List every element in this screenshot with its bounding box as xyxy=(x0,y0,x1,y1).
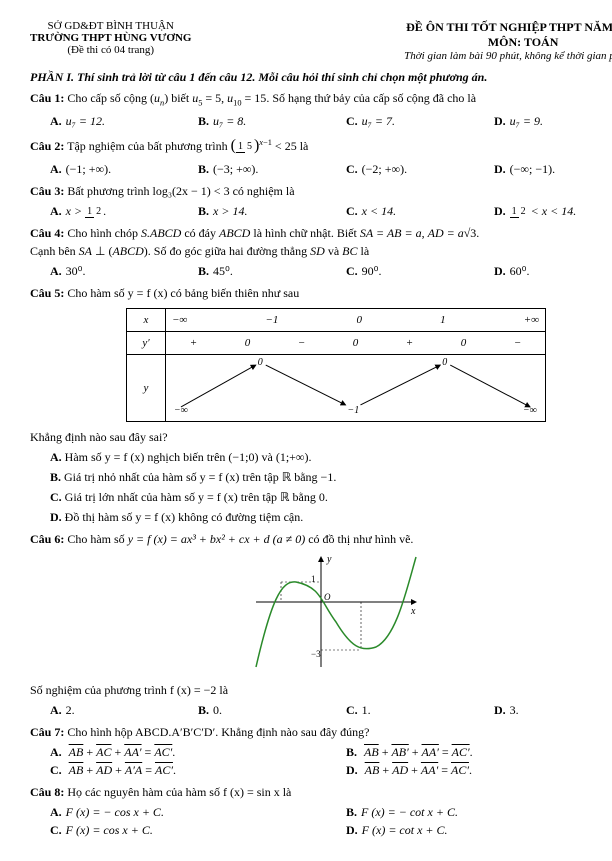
q7-opt-c: C. AB + AD + A′A = AC′. xyxy=(50,761,346,779)
q4-opt-d: D.60⁰. xyxy=(494,262,612,280)
q8-options: A.F (x) = − cos x + C. B.F (x) = − cot x… xyxy=(50,803,612,839)
q6-opt-c: C.1. xyxy=(346,701,494,719)
q7-options: A. AB + AC + AA′ = AC′. B. AB + AB′ + AA… xyxy=(50,743,612,779)
question-7: Câu 7: Cho hình hộp ABCD.A′B′C′D′. Khẳng… xyxy=(30,723,612,779)
bvt-mid: −1 xyxy=(348,405,360,415)
variation-arrows: −∞ 0 −1 0 −∞ xyxy=(166,355,545,415)
question-1: Câu 1: Cho cấp số cộng (un) biết u5 = 5,… xyxy=(30,89,612,130)
q1-label: Câu 1: xyxy=(30,91,64,105)
bvt-row-x: x −∞ −1 0 1 +∞ xyxy=(127,309,546,332)
q7-text: Cho hình hộp ABCD.A′B′C′D′. Khẳng định n… xyxy=(67,725,369,739)
q2-text: Tập nghiệm của bất phương trình (15)x−1 … xyxy=(67,139,308,153)
q5-opt-a: A. Hàm số y = f (x) nghịch biến trên (−1… xyxy=(50,448,612,466)
exam-title: ĐỀ ÔN THI TỐT NGHIỆP THPT NĂM 2025 xyxy=(404,20,612,35)
bvt-ninf-left: −∞ xyxy=(174,405,188,415)
svg-text:−3: −3 xyxy=(311,649,321,659)
q5-text: Cho hàm số y = f (x) có bảng biến thiên … xyxy=(67,286,299,300)
school-line: TRƯỜNG THPT HÙNG VƯƠNG xyxy=(30,32,191,44)
q3-label: Câu 3: xyxy=(30,184,64,198)
q6-opt-d: D.3. xyxy=(494,701,612,719)
header-left: SỞ GD&ĐT BÌNH THUẬN TRƯỜNG THPT HÙNG VƯƠ… xyxy=(30,20,191,62)
duration: Thời gian làm bài 90 phút, không kể thời… xyxy=(404,50,612,62)
q1-opt-d: D.u₇ = 9. xyxy=(494,112,612,130)
q3-text: Bất phương trình log₃(2x − 1) < 3 có ngh… xyxy=(67,184,294,198)
q6-after: Số nghiệm của phương trình f (x) = −2 là xyxy=(30,681,612,699)
q3-options: A.x > 12. B.x > 14. C.x < 14. D.12 < x <… xyxy=(50,202,612,220)
q3-opt-a: A.x > 12. xyxy=(50,202,198,220)
q6-graph: x y O 1 −3 xyxy=(30,552,612,677)
q4-opt-c: C.90⁰. xyxy=(346,262,494,280)
pages-line: (Đề thi có 04 trang) xyxy=(30,44,191,56)
question-5: Câu 5: Cho hàm số y = f (x) có bảng biến… xyxy=(30,284,612,526)
q6-opt-a: A.2. xyxy=(50,701,198,719)
svg-text:y: y xyxy=(326,554,332,565)
q3-opt-b: B.x > 14. xyxy=(198,202,346,220)
question-3: Câu 3: Bất phương trình log₃(2x − 1) < 3… xyxy=(30,182,612,220)
q5-opt-c: C. Giá trị lớn nhất của hàm số y = f (x)… xyxy=(50,488,612,506)
bvt-ninf-right: −∞ xyxy=(523,405,537,415)
q6-text: Cho hàm số y = f (x) = ax³ + bx² + cx + … xyxy=(67,532,413,546)
question-4: Câu 4: Cho hình chóp S.ABCD có đáy ABCD … xyxy=(30,224,612,280)
q2-opt-c: C.(−2; +∞). xyxy=(346,160,494,178)
q8-label: Câu 8: xyxy=(30,785,64,799)
q5-after: Khẳng định nào sau đây sai? xyxy=(30,428,612,446)
q1-opt-c: C.u₇ = 7. xyxy=(346,112,494,130)
q4-opt-b: B.45⁰. xyxy=(198,262,346,280)
q7-opt-a: A. AB + AC + AA′ = AC′. xyxy=(50,743,346,761)
svg-text:1: 1 xyxy=(311,574,316,584)
q5-opt-d: D. Đồ thị hàm số y = f (x) không có đườn… xyxy=(50,508,612,526)
question-8: Câu 8: Họ các nguyên hàm của hàm số f (x… xyxy=(30,783,612,839)
svg-text:O: O xyxy=(324,592,331,602)
bvt-row-y: y −∞ 0 −1 0 −∞ xyxy=(127,355,546,422)
q5-opt-b: B. Giá trị nhỏ nhất của hàm số y = f (x)… xyxy=(50,468,612,486)
bvt-top-left: 0 xyxy=(258,357,263,368)
q2-opt-a: A.(−1; +∞). xyxy=(50,160,198,178)
cubic-graph: x y O 1 −3 xyxy=(251,552,421,672)
subject: MÔN: TOÁN xyxy=(404,35,612,50)
q2-opt-d: D.(−∞; −1). xyxy=(494,160,612,178)
q3-opt-d: D.12 < x < 14. xyxy=(494,202,612,220)
page-header: SỞ GD&ĐT BÌNH THUẬN TRƯỜNG THPT HÙNG VƯƠ… xyxy=(30,20,612,62)
svg-text:x: x xyxy=(410,606,416,617)
q8-opt-c: C.F (x) = cos x + C. xyxy=(50,821,346,839)
q4-label: Câu 4: xyxy=(30,226,64,240)
q5-label: Câu 5: xyxy=(30,286,64,300)
dept-line: SỞ GD&ĐT BÌNH THUẬN xyxy=(30,20,191,32)
q4-opt-a: A.30⁰. xyxy=(50,262,198,280)
question-6: Câu 6: Cho hàm số y = f (x) = ax³ + bx² … xyxy=(30,530,612,719)
q7-opt-b: B. AB + AB′ + AA′ = AC′. xyxy=(346,743,612,761)
q7-label: Câu 7: xyxy=(30,725,64,739)
q3-opt-c: C.x < 14. xyxy=(346,202,494,220)
q4-line2: Cạnh bên SA ⊥ (ABCD). Số đo góc giữa hai… xyxy=(30,244,369,258)
q1-text: Cho cấp số cộng (un) biết u5 = 5, u10 = … xyxy=(67,91,476,105)
q2-label: Câu 2: xyxy=(30,139,64,153)
q4-line1: Cho hình chóp S.ABCD có đáy ABCD là hình… xyxy=(67,226,479,240)
q1-opt-b: B.u₇ = 8. xyxy=(198,112,346,130)
q8-opt-d: D.F (x) = cot x + C. xyxy=(346,821,612,839)
section-1-title: PHẦN I. Thí sinh trả lời từ câu 1 đến câ… xyxy=(30,70,612,85)
bvt-top-right: 0 xyxy=(442,357,447,368)
header-right: ĐỀ ÔN THI TỐT NGHIỆP THPT NĂM 2025 MÔN: … xyxy=(404,20,612,62)
q2-opt-b: B.(−3; +∞). xyxy=(198,160,346,178)
q6-opt-b: B.0. xyxy=(198,701,346,719)
q8-opt-a: A.F (x) = − cos x + C. xyxy=(50,803,346,821)
question-2: Câu 2: Tập nghiệm của bất phương trình (… xyxy=(30,134,612,178)
q1-options: A.u₇ = 12. B.u₇ = 8. C.u₇ = 7. D.u₇ = 9. xyxy=(50,112,612,130)
bvt-row-yprime: y′ + 0 − 0 + 0 − xyxy=(127,332,546,355)
variation-table: x −∞ −1 0 1 +∞ y′ + 0 − 0 + xyxy=(126,308,546,422)
q4-options: A.30⁰. B.45⁰. C.90⁰. D.60⁰. xyxy=(50,262,612,280)
q6-label: Câu 6: xyxy=(30,532,64,546)
q6-options: A.2. B.0. C.1. D.3. xyxy=(50,701,612,719)
q7-opt-d: D. AB + AD + AA′ = AC′. xyxy=(346,761,612,779)
q8-opt-b: B.F (x) = − cot x + C. xyxy=(346,803,612,821)
q2-options: A.(−1; +∞). B.(−3; +∞). C.(−2; +∞). D.(−… xyxy=(50,160,612,178)
q1-opt-a: A.u₇ = 12. xyxy=(50,112,198,130)
q8-text: Họ các nguyên hàm của hàm số f (x) = sin… xyxy=(67,785,291,799)
